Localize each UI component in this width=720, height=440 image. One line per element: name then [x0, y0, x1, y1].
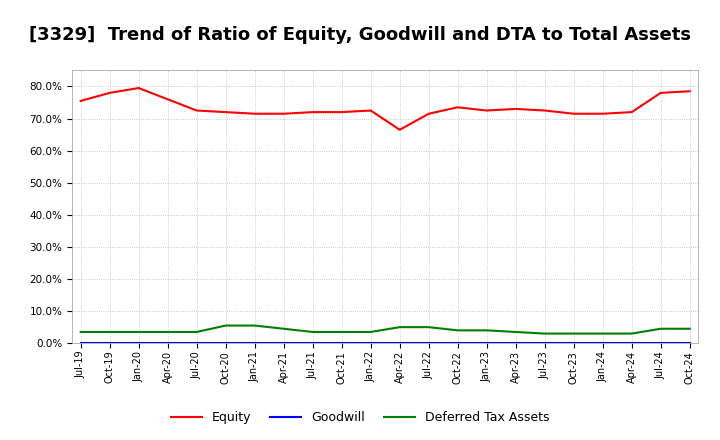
Equity [279, 111, 288, 116]
Deferred Tax Assets [570, 331, 578, 336]
Equity [541, 108, 549, 113]
Equity [454, 105, 462, 110]
Deferred Tax Assets [424, 325, 433, 330]
Deferred Tax Assets [627, 331, 636, 336]
Goodwill [338, 341, 346, 346]
Deferred Tax Assets [163, 329, 172, 334]
Goodwill [251, 341, 259, 346]
Equity [135, 85, 143, 91]
Goodwill [685, 341, 694, 346]
Legend: Equity, Goodwill, Deferred Tax Assets: Equity, Goodwill, Deferred Tax Assets [166, 407, 554, 429]
Deferred Tax Assets [192, 329, 201, 334]
Equity [657, 90, 665, 95]
Line: Deferred Tax Assets: Deferred Tax Assets [81, 326, 690, 334]
Equity [424, 111, 433, 116]
Deferred Tax Assets [598, 331, 607, 336]
Deferred Tax Assets [657, 326, 665, 331]
Equity [570, 111, 578, 116]
Deferred Tax Assets [482, 328, 491, 333]
Deferred Tax Assets [395, 325, 404, 330]
Deferred Tax Assets [251, 323, 259, 328]
Equity [163, 97, 172, 102]
Goodwill [454, 341, 462, 346]
Goodwill [424, 341, 433, 346]
Goodwill [192, 341, 201, 346]
Deferred Tax Assets [366, 329, 375, 334]
Equity [482, 108, 491, 113]
Equity [192, 108, 201, 113]
Equity [251, 111, 259, 116]
Goodwill [627, 341, 636, 346]
Equity [105, 90, 114, 95]
Equity [338, 110, 346, 115]
Goodwill [279, 341, 288, 346]
Deferred Tax Assets [541, 331, 549, 336]
Goodwill [511, 341, 520, 346]
Goodwill [541, 341, 549, 346]
Goodwill [598, 341, 607, 346]
Goodwill [482, 341, 491, 346]
Goodwill [366, 341, 375, 346]
Equity [366, 108, 375, 113]
Goodwill [221, 341, 230, 346]
Equity [76, 98, 85, 103]
Deferred Tax Assets [685, 326, 694, 331]
Equity [685, 88, 694, 94]
Goodwill [76, 341, 85, 346]
Deferred Tax Assets [308, 329, 317, 334]
Deferred Tax Assets [76, 329, 85, 334]
Equity [308, 110, 317, 115]
Equity [221, 110, 230, 115]
Text: [3329]  Trend of Ratio of Equity, Goodwill and DTA to Total Assets: [3329] Trend of Ratio of Equity, Goodwil… [29, 26, 691, 44]
Goodwill [657, 341, 665, 346]
Deferred Tax Assets [279, 326, 288, 331]
Deferred Tax Assets [338, 329, 346, 334]
Goodwill [308, 341, 317, 346]
Goodwill [105, 341, 114, 346]
Deferred Tax Assets [221, 323, 230, 328]
Line: Equity: Equity [81, 88, 690, 130]
Equity [511, 106, 520, 112]
Goodwill [570, 341, 578, 346]
Equity [627, 110, 636, 115]
Equity [598, 111, 607, 116]
Equity [395, 127, 404, 132]
Goodwill [135, 341, 143, 346]
Deferred Tax Assets [105, 329, 114, 334]
Goodwill [395, 341, 404, 346]
Deferred Tax Assets [454, 328, 462, 333]
Goodwill [163, 341, 172, 346]
Deferred Tax Assets [511, 329, 520, 334]
Deferred Tax Assets [135, 329, 143, 334]
